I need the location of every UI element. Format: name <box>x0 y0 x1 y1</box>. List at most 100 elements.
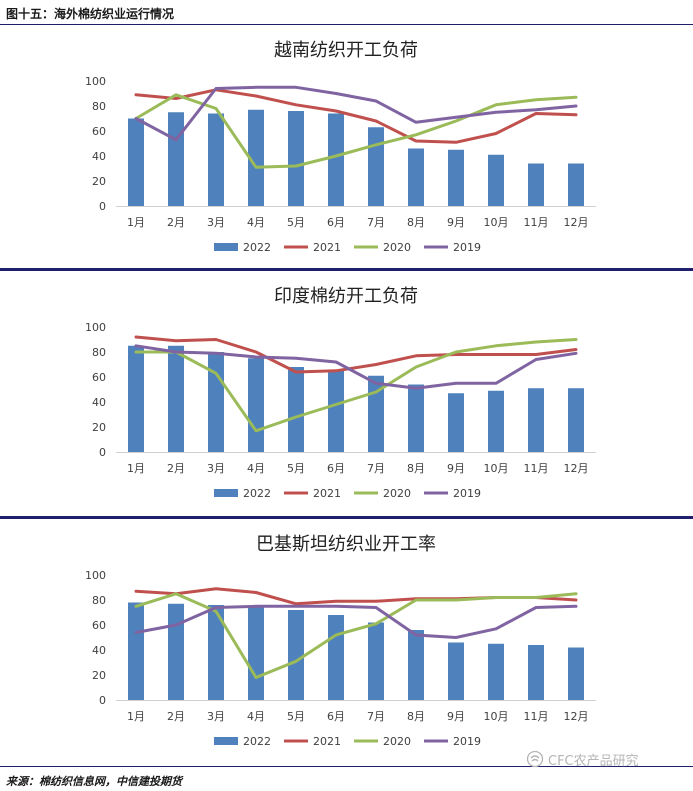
y-tick-label: 40 <box>92 644 106 657</box>
x-tick-label: 11月 <box>524 216 549 229</box>
source-note: 来源：棉纺织信息网，中信建投期货 <box>6 775 182 788</box>
legend-label-2021: 2021 <box>313 241 341 254</box>
legend-swatch-2022 <box>214 243 238 251</box>
y-tick-label: 60 <box>92 619 106 632</box>
bar-2022-11 <box>528 388 544 452</box>
x-tick-label: 12月 <box>564 710 589 723</box>
x-tick-label: 5月 <box>287 216 305 229</box>
x-tick-label: 8月 <box>407 216 425 229</box>
legend-label-2019: 2019 <box>453 487 481 500</box>
x-tick-label: 1月 <box>127 216 145 229</box>
x-tick-label: 3月 <box>207 462 225 475</box>
y-tick-label: 100 <box>85 75 106 88</box>
y-tick-label: 0 <box>99 694 106 707</box>
title-rule <box>0 24 693 25</box>
x-tick-label: 10月 <box>484 710 509 723</box>
bar-2022-7 <box>368 622 384 700</box>
y-tick-label: 80 <box>92 100 106 113</box>
y-tick-label: 60 <box>92 371 106 384</box>
line-2020 <box>134 338 578 433</box>
x-tick-label: 4月 <box>247 216 265 229</box>
x-tick-label: 1月 <box>127 462 145 475</box>
bar-2022-4 <box>248 606 264 700</box>
bar-2022-5 <box>288 111 304 206</box>
chart-pakistan: 巴基斯坦纺织业开工率 0 20 40 60 80 100 1月 2月 3月 4月 5月 6月 7月 8月 9月… <box>85 534 596 748</box>
bar-2022-11 <box>528 645 544 700</box>
x-tick-label: 9月 <box>447 216 465 229</box>
y-tick-label: 80 <box>92 346 106 359</box>
bar-2022-3 <box>208 113 224 206</box>
legend-label-2022: 2022 <box>243 487 271 500</box>
watermark: CFC农产品研究 <box>526 748 639 770</box>
line-2021 <box>134 88 578 144</box>
bar-2022-8 <box>408 148 424 206</box>
bar-2022-6 <box>328 615 344 700</box>
bar-2022-8 <box>408 630 424 700</box>
x-tick-label: 12月 <box>564 462 589 475</box>
bar-2022-2 <box>168 112 184 206</box>
x-tick-label: 7月 <box>367 216 385 229</box>
chart-divider-2 <box>0 516 693 519</box>
bar-2022-9 <box>448 149 464 206</box>
y-tick-label: 100 <box>85 321 106 334</box>
bar-2022-1 <box>128 602 144 700</box>
x-tick-label: 4月 <box>247 462 265 475</box>
chart-title: 巴基斯坦纺织业开工率 <box>256 534 436 555</box>
x-tick-label: 3月 <box>207 710 225 723</box>
bar-2022-2 <box>168 345 184 452</box>
x-tick-label: 4月 <box>247 710 265 723</box>
line-2019 <box>134 85 578 142</box>
bar-2022-2 <box>168 603 184 700</box>
x-tick-label: 10月 <box>484 216 509 229</box>
x-tick-label: 6月 <box>327 462 345 475</box>
figure-title: 图十五：海外棉纺织业运行情况 <box>6 7 175 21</box>
y-tick-label: 40 <box>92 150 106 163</box>
legend-label-2022: 2022 <box>243 241 271 254</box>
legend-label-2021: 2021 <box>313 735 341 748</box>
bar-2022-3 <box>208 352 224 452</box>
x-tick-label: 5月 <box>287 710 305 723</box>
y-tick-label: 20 <box>92 669 106 682</box>
x-tick-label: 11月 <box>524 462 549 475</box>
legend-label-2020: 2020 <box>383 241 411 254</box>
bar-2022-9 <box>448 642 464 700</box>
chart-india: 印度棉纺开工负荷 0 20 40 60 80 100 1月 2月 3月 4月 5月 6月 7月 8月 9月 10… <box>85 286 596 500</box>
bar-2022-10 <box>488 643 504 700</box>
bar-2022-5 <box>288 367 304 452</box>
legend-label-2020: 2020 <box>383 735 411 748</box>
chart-divider-1 <box>0 268 693 271</box>
x-tick-label: 7月 <box>367 710 385 723</box>
legend-label-2022: 2022 <box>243 735 271 748</box>
chart-title: 印度棉纺开工负荷 <box>274 286 418 307</box>
y-tick-label: 40 <box>92 396 106 409</box>
y-tick-label: 100 <box>85 569 106 582</box>
y-tick-label: 20 <box>92 421 106 434</box>
source-rule <box>0 766 693 767</box>
y-tick-label: 60 <box>92 125 106 138</box>
bar-2022-6 <box>328 113 344 206</box>
bar-2022-12 <box>568 647 584 700</box>
bar-2022-3 <box>208 605 224 700</box>
line-2019 <box>134 344 578 390</box>
legend-label-2021: 2021 <box>313 487 341 500</box>
bar-2022-1 <box>128 345 144 452</box>
legend-swatch-2022 <box>214 737 238 745</box>
bar-2022-1 <box>128 118 144 206</box>
x-tick-label: 12月 <box>564 216 589 229</box>
watermark-text: CFC农产品研究 <box>548 753 639 769</box>
x-tick-label: 6月 <box>327 216 345 229</box>
line-2020 <box>134 93 578 169</box>
x-tick-label: 2月 <box>167 216 185 229</box>
bar-2022-4 <box>248 358 264 452</box>
y-tick-label: 80 <box>92 594 106 607</box>
y-tick-label: 0 <box>99 200 106 213</box>
line-2020 <box>134 592 578 679</box>
y-tick-label: 0 <box>99 446 106 459</box>
line-2019 <box>134 604 578 639</box>
bar-2022-4 <box>248 109 264 206</box>
x-tick-label: 9月 <box>447 462 465 475</box>
bar-2022-8 <box>408 384 424 452</box>
x-tick-label: 3月 <box>207 216 225 229</box>
legend-label-2019: 2019 <box>453 735 481 748</box>
bar-2022-9 <box>448 393 464 452</box>
